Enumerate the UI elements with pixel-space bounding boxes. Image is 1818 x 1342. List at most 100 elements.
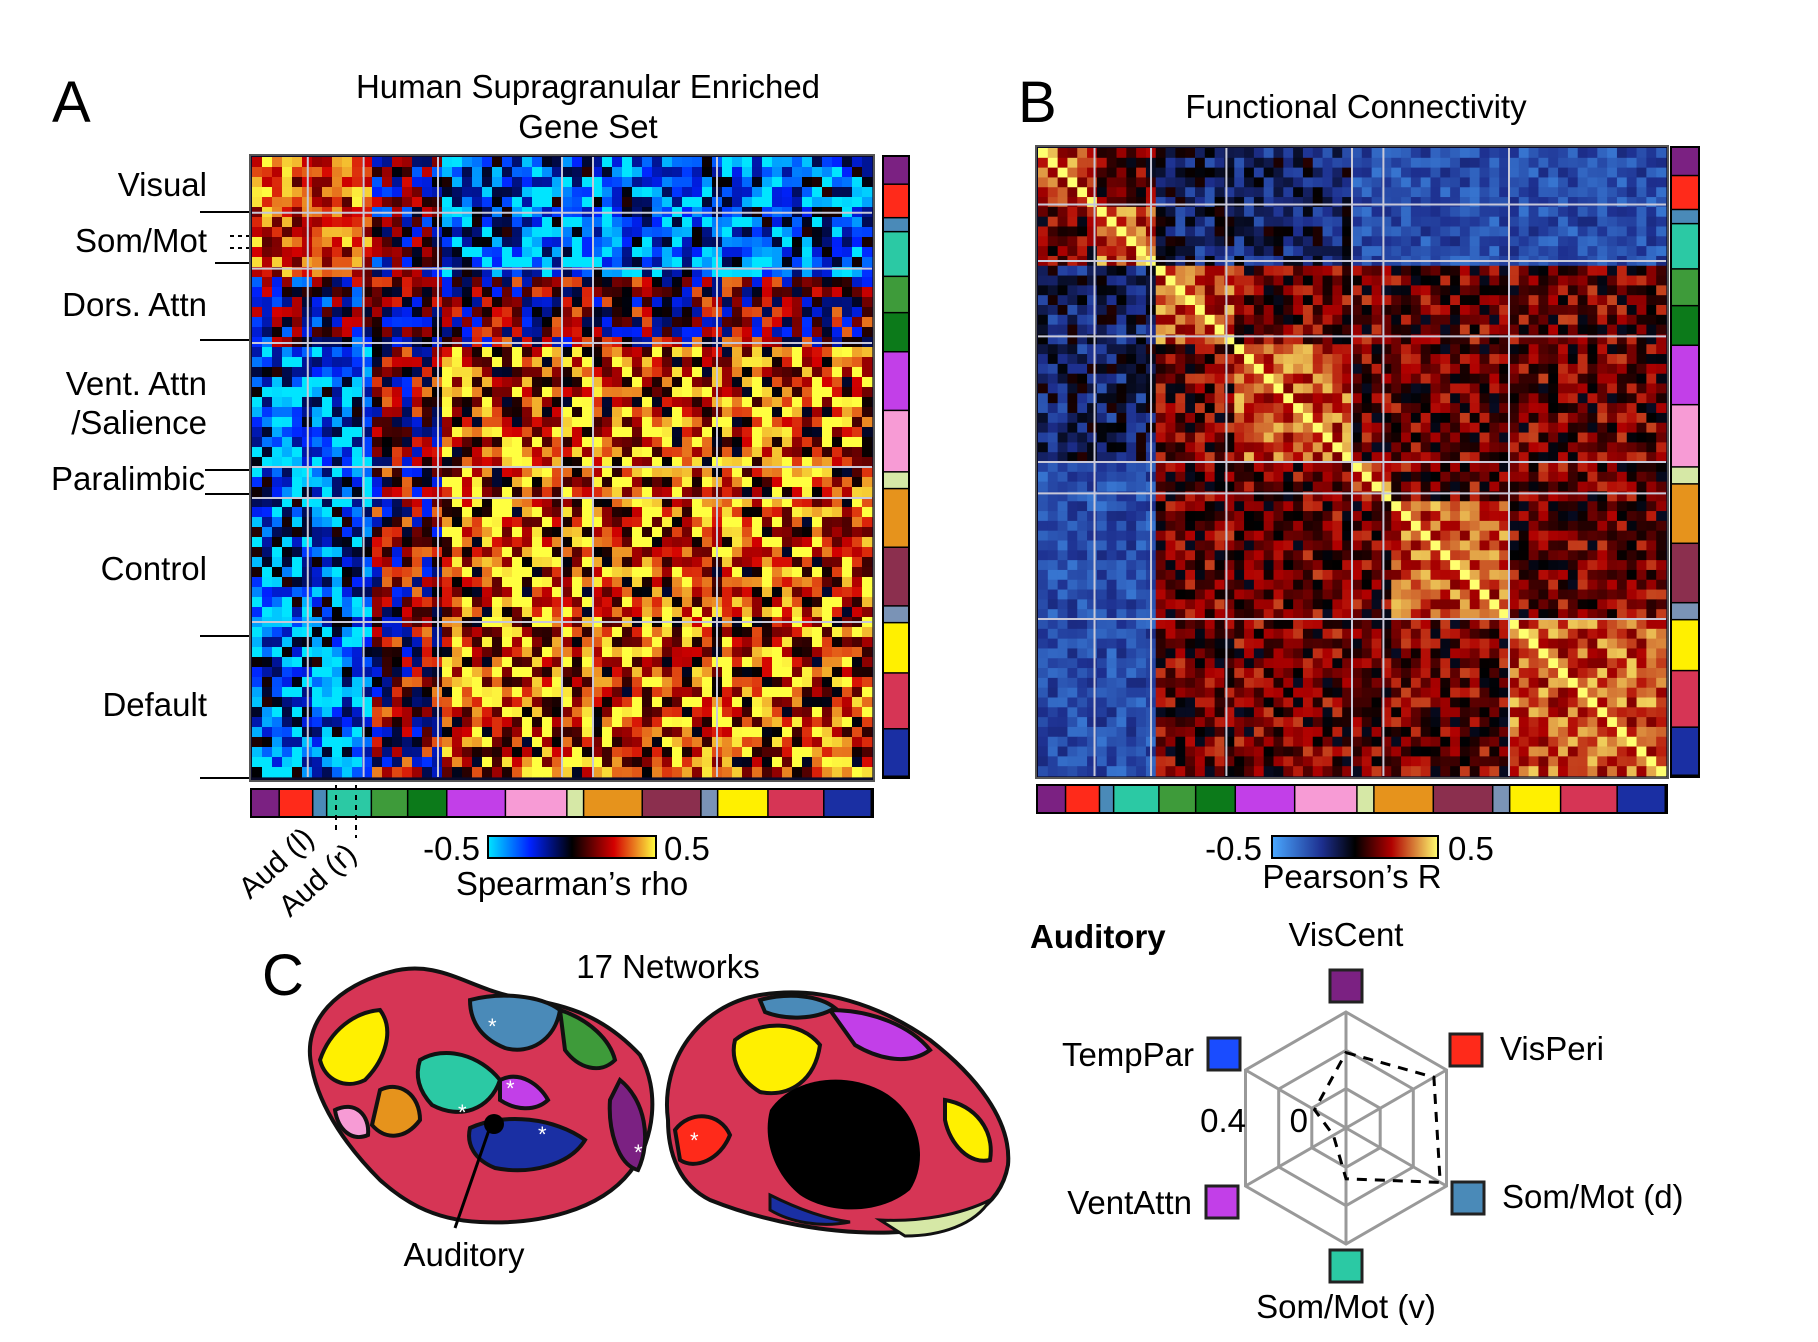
matrix-cell [1302, 305, 1314, 316]
matrix-cell [522, 287, 533, 298]
matrix-cell [762, 177, 773, 188]
matrix-cell [422, 667, 433, 678]
matrix-cell [812, 367, 823, 378]
panel-b-letter: B [1018, 70, 1057, 135]
matrix-cell [502, 457, 513, 468]
matrix-cell [522, 227, 533, 238]
matrix-cell [1567, 305, 1579, 316]
matrix-cell [422, 217, 433, 228]
matrix-cell [552, 387, 563, 398]
matrix-cell [412, 457, 423, 468]
matrix-cell [802, 657, 813, 668]
matrix-cell [1450, 285, 1461, 296]
matrix-cell [362, 197, 373, 208]
matrix-cell [332, 677, 343, 688]
matrix-cell [562, 587, 573, 598]
matrix-cell [482, 627, 493, 638]
matrix-cell [322, 227, 333, 238]
matrix-cell [1626, 197, 1637, 208]
matrix-cell [412, 377, 423, 388]
matrix-cell [442, 217, 453, 228]
matrix-cell [522, 297, 533, 308]
matrix-cell [472, 247, 483, 258]
matrix-cell [362, 667, 373, 678]
matrix-cell [1047, 275, 1059, 286]
matrix-cell [592, 757, 603, 768]
matrix-cell [472, 747, 483, 758]
matrix-cell [1646, 226, 1657, 237]
matrix-cell [472, 357, 483, 368]
matrix-cell [322, 467, 333, 478]
matrix-cell [422, 507, 433, 518]
matrix-cell [862, 307, 873, 318]
matrix-cell [592, 437, 603, 448]
matrix-cell [552, 247, 563, 258]
matrix-cell [522, 357, 533, 368]
matrix-cell [1410, 246, 1422, 257]
matrix-cell [762, 267, 773, 278]
matrix-cell [1332, 226, 1343, 237]
matrix-cell [832, 367, 843, 378]
matrix-cell [1450, 305, 1461, 316]
matrix-cell [642, 557, 653, 568]
matrix-cell [492, 277, 503, 288]
matrix-cell [682, 197, 693, 208]
matrix-cell [852, 217, 863, 228]
matrix-cell [522, 417, 533, 428]
matrix-cell [662, 357, 673, 368]
matrix-cell [1096, 148, 1108, 159]
matrix-cell [362, 457, 373, 468]
matrix-cell [662, 227, 673, 238]
matrix-cell [502, 627, 513, 638]
matrix-cell [1509, 206, 1520, 218]
matrix-cell [842, 547, 853, 558]
matrix-cell [342, 487, 353, 498]
matrix-cell [282, 447, 293, 458]
matrix-cell [1381, 285, 1392, 296]
matrix-cell [572, 277, 583, 288]
matrix-cell [642, 667, 653, 678]
matrix-cell [1528, 216, 1539, 227]
matrix-cell [1185, 226, 1196, 237]
matrix-cell [1459, 216, 1471, 227]
matrix-cell [312, 747, 323, 758]
matrix-cell [422, 157, 433, 168]
matrix-cell [1273, 216, 1284, 227]
matrix-cell [292, 667, 303, 678]
matrix-cell [1244, 177, 1255, 188]
matrix-cell [1509, 157, 1520, 169]
matrix-cell [732, 347, 743, 358]
matrix-cell [1352, 236, 1363, 247]
matrix-cell [722, 297, 733, 308]
matrix-cell [822, 447, 833, 458]
matrix-cell [812, 647, 823, 658]
matrix-cell [1283, 295, 1294, 306]
matrix-cell [812, 657, 823, 668]
panel-a: A Human Supragranular Enriched Gene Set … [51, 68, 910, 923]
matrix-cell [382, 537, 393, 548]
matrix-cell [1558, 295, 1569, 306]
matrix-cell [582, 387, 593, 398]
matrix-cell [772, 367, 783, 378]
matrix-cell [502, 757, 513, 768]
matrix-cell [702, 757, 713, 768]
matrix-cell [552, 287, 563, 298]
matrix-cell [522, 237, 533, 248]
matrix-cell [852, 657, 863, 668]
matrix-cell [812, 397, 823, 408]
matrix-cell [442, 377, 453, 388]
matrix-cell [1224, 206, 1235, 218]
matrix-cell [472, 707, 483, 718]
matrix-cell [622, 627, 633, 638]
matrix-cell [1332, 197, 1343, 208]
matrix-cell [862, 677, 873, 688]
matrix-cell [852, 327, 863, 338]
matrix-cell [282, 157, 293, 168]
matrix-cell [1067, 295, 1078, 306]
matrix-cell [622, 687, 633, 698]
matrix-cell [552, 697, 563, 708]
matrix-cell [582, 507, 593, 518]
matrix-cell [662, 347, 673, 358]
matrix-cell [672, 347, 683, 358]
